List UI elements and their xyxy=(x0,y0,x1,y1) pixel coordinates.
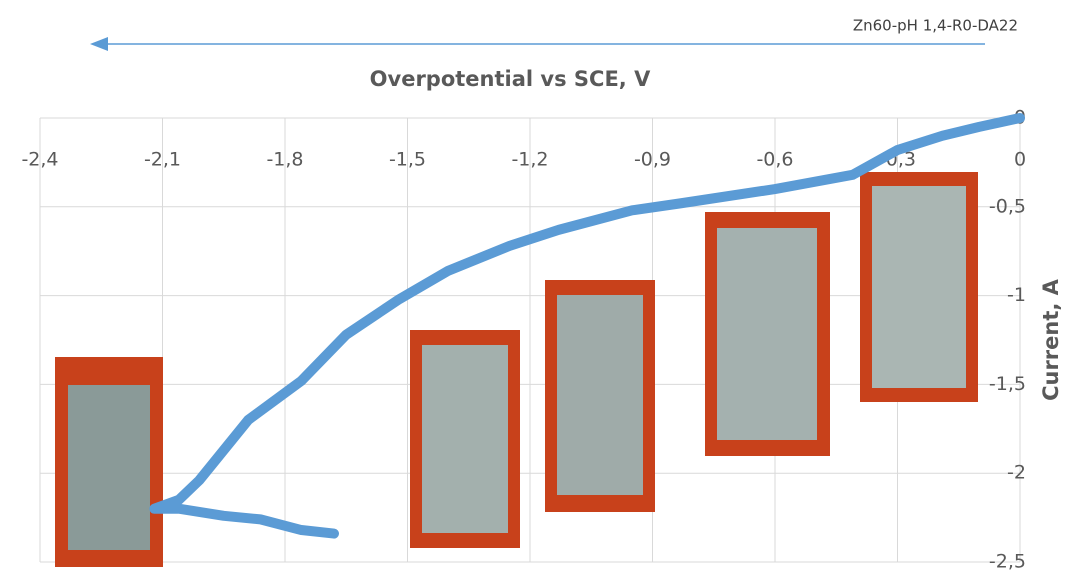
x-tick-label: -1,2 xyxy=(511,149,548,171)
y-tick-label: -2,5 xyxy=(989,551,1026,573)
photo xyxy=(705,212,830,456)
chart: Zn60-pH 1,4-R0-DA22 Overpotential vs SCE… xyxy=(0,0,1070,574)
x-tick-label: 0 xyxy=(1014,149,1026,171)
y-tick-label: -2 xyxy=(1007,462,1026,484)
photo xyxy=(860,172,978,402)
x-tick-label: -2,4 xyxy=(21,149,58,171)
x-tick-label: -1,8 xyxy=(266,149,303,171)
x-axis-title: Overpotential vs SCE, V xyxy=(370,67,651,91)
y-tick-label: -1 xyxy=(1007,284,1026,306)
x-tick-label: -0,9 xyxy=(634,149,671,171)
y-axis-title: Current, A xyxy=(1039,278,1063,401)
x-tick-label: -2,1 xyxy=(144,149,181,171)
arrow-head xyxy=(90,37,108,51)
photo xyxy=(410,330,520,548)
y-tick-label: -1,5 xyxy=(989,373,1026,395)
photo xyxy=(55,357,163,567)
photo xyxy=(545,280,655,512)
subtitle: Zn60-pH 1,4-R0-DA22 xyxy=(853,17,1018,35)
y-tick-label: -0,5 xyxy=(989,195,1026,217)
x-tick-label: -1,5 xyxy=(389,149,426,171)
x-tick-label: -0,6 xyxy=(756,149,793,171)
